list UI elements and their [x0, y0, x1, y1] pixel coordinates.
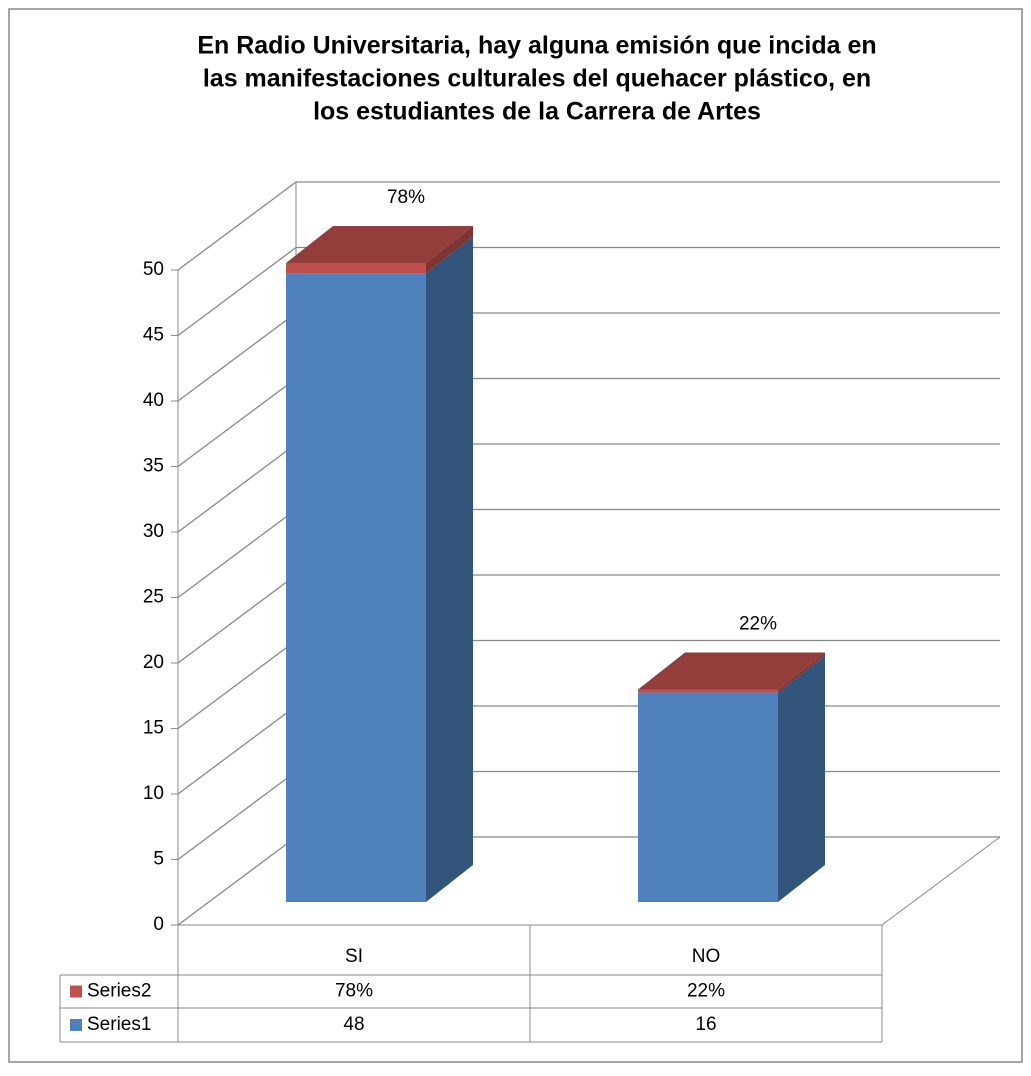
legend-swatch — [70, 1019, 82, 1031]
bar-side — [426, 225, 473, 274]
grid-line — [177, 181, 1000, 271]
floor-edge — [881, 836, 1001, 926]
table-value: 16 — [695, 1014, 716, 1035]
y-tick-label: 0 — [153, 914, 164, 935]
bar — [638, 692, 778, 902]
data-label: 78% — [387, 187, 425, 208]
x-tick-label: SI — [345, 946, 363, 967]
y-tick-label: 20 — [143, 652, 164, 673]
bar-top — [638, 652, 825, 690]
x-tick-label: NO — [692, 946, 721, 967]
bar — [638, 689, 778, 693]
y-tick-label: 25 — [143, 587, 164, 608]
data-label: 22% — [739, 614, 777, 635]
bar-side — [778, 652, 825, 693]
table-value: 22% — [687, 981, 725, 1002]
y-tick-label: 40 — [143, 390, 164, 411]
y-tick-label: 5 — [153, 849, 164, 870]
legend-label: Series1 — [87, 1014, 151, 1035]
legend-label: Series2 — [87, 981, 151, 1002]
bar-side — [426, 236, 473, 902]
y-tick-label: 15 — [143, 718, 164, 739]
y-tick-label: 10 — [143, 783, 164, 804]
legend-swatch — [70, 985, 82, 998]
chart-title: las manifestaciones culturales del queha… — [203, 65, 871, 93]
chart-title: los estudiantes de la Carrera de Artes — [313, 98, 761, 126]
bar — [286, 262, 426, 274]
y-tick-label: 45 — [143, 325, 164, 346]
table-value: 48 — [343, 1014, 364, 1035]
table-value: 78% — [335, 981, 373, 1002]
grid-line — [177, 246, 1000, 337]
y-tick-label: 35 — [143, 456, 164, 477]
chart-title: En Radio Universitaria, hay alguna emisi… — [197, 32, 876, 60]
bar-side — [778, 655, 825, 902]
y-tick-label: 30 — [143, 521, 164, 542]
y-tick-label: 50 — [143, 259, 164, 280]
bar — [286, 273, 426, 902]
bar-top — [286, 225, 473, 263]
